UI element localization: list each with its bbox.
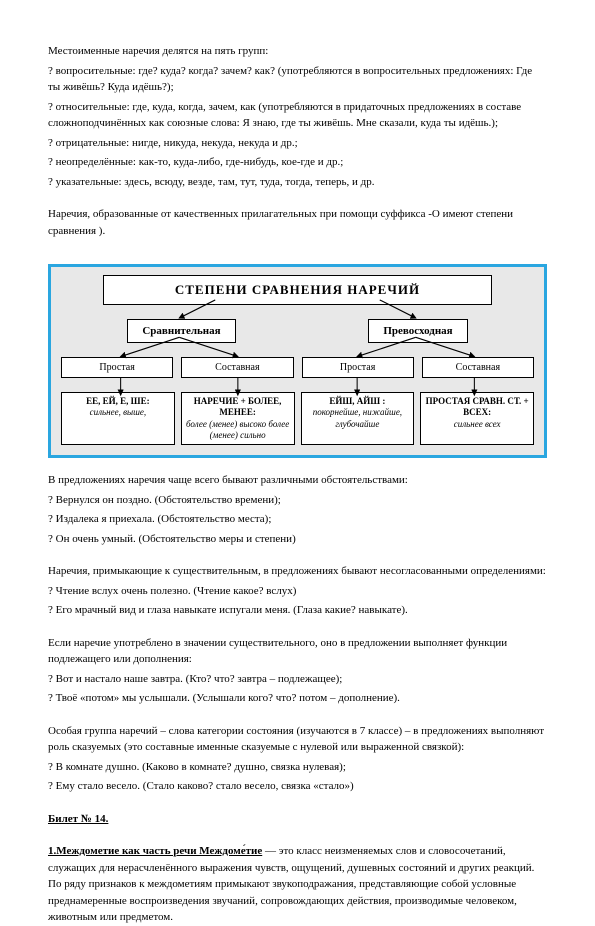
line2: ? относительные: где, куда, когда, зачем…: [48, 99, 547, 132]
para3: В предложениях наречия чаще всего бывают…: [48, 472, 547, 489]
d2: ? Его мрачный вид и глаза навыкате испуг…: [48, 602, 547, 619]
f2: ? Ему стало весело. (Стало каково? стало…: [48, 778, 547, 795]
c3: ? Он очень умный. (Обстоятельство меры и…: [48, 531, 547, 548]
intro: Местоименные наречия делятся на пять гру…: [48, 43, 547, 60]
box-simple2: Простая: [302, 357, 414, 378]
para2: Наречия, образованные от качественных пр…: [48, 206, 547, 239]
leaf3: ЕЙШ, АЙШ : покорнейше, нижайше, глубочай…: [301, 392, 415, 445]
box-compound1: Составная: [181, 357, 293, 378]
ticket: Билет № 14.: [48, 811, 547, 828]
interjection-para: 1.Междометие как часть речи Междоме́тие …: [48, 843, 547, 926]
para4: Наречия, примыкающие к существительным, …: [48, 563, 547, 580]
para5: Если наречие употреблено в значении суще…: [48, 635, 547, 668]
c1: ? Вернулся он поздно. (Обстоятельство вр…: [48, 492, 547, 509]
box-compound2: Составная: [422, 357, 534, 378]
f1: ? В комнате душно. (Каково в комнате? ду…: [48, 759, 547, 776]
d1: ? Чтение вслух очень полезно. (Чтение ка…: [48, 583, 547, 600]
comparison-diagram: СТЕПЕНИ СРАВНЕНИЯ НАРЕЧИЙ Сравнительная …: [48, 264, 547, 458]
line5: ? указательные: здесь, всюду, везде, там…: [48, 174, 547, 191]
box-comparative: Сравнительная: [127, 319, 235, 344]
line3: ? отрицательные: нигде, никуда, некуда, …: [48, 135, 547, 152]
box-simple1: Простая: [61, 357, 173, 378]
box-superlative: Превосходная: [368, 319, 467, 344]
e1: ? Вот и настало наше завтра. (Кто? что? …: [48, 671, 547, 688]
leaf2: НАРЕЧИЕ + БОЛЕЕ, МЕНЕЕ: более (менее) вы…: [181, 392, 295, 445]
e2: ? Твоё «потом» мы услышали. (Услышали ко…: [48, 690, 547, 707]
para6: Особая группа наречий – слова категории …: [48, 723, 547, 756]
line1: ? вопросительные: где? куда? когда? заче…: [48, 63, 547, 96]
c2: ? Издалека я приехала. (Обстоятельство м…: [48, 511, 547, 528]
line4: ? неопределённые: как-то, куда-либо, где…: [48, 154, 547, 171]
diagram-title: СТЕПЕНИ СРАВНЕНИЯ НАРЕЧИЙ: [103, 275, 491, 305]
leaf1: ЕЕ, ЕЙ, Е, ШЕ: сильнее, выше,: [61, 392, 175, 445]
leaf4: ПРОСТАЯ СРАВН. СТ. + ВСЕХ: сильнее всех: [420, 392, 534, 445]
